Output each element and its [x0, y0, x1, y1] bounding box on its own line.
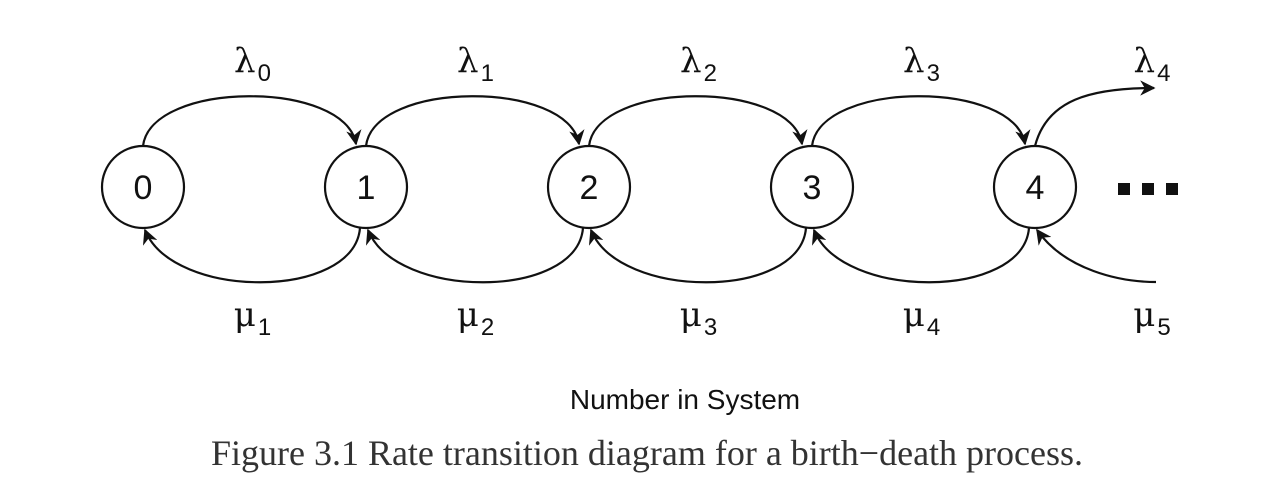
- state-node: 0: [100, 144, 186, 230]
- birth-arc: [587, 95, 808, 147]
- rate-label: λ1: [457, 41, 494, 87]
- rate-symbol: μ: [457, 295, 479, 335]
- rate-symbol: λ: [234, 41, 256, 81]
- rate-symbol: λ: [457, 41, 479, 81]
- birth-arc: [1033, 80, 1156, 147]
- state-circle: [546, 144, 632, 230]
- rate-subscript: 2: [481, 314, 494, 341]
- rate-label: λ3: [903, 41, 940, 87]
- death-arc: [366, 227, 585, 284]
- rate-symbol: μ: [1133, 295, 1155, 335]
- rate-label: μ3: [680, 295, 717, 341]
- rate-label: λ4: [1134, 41, 1171, 87]
- rate-symbol: λ: [903, 41, 925, 81]
- death-arc: [143, 227, 362, 284]
- state-circle: [992, 144, 1078, 230]
- state-node: 1: [323, 144, 409, 230]
- death-arc: [1036, 228, 1157, 284]
- birth-arc: [364, 95, 585, 147]
- state-label: 2: [580, 169, 599, 207]
- rate-label: μ4: [903, 295, 940, 341]
- death-arc: [812, 227, 1031, 284]
- rate-subscript: 1: [481, 60, 494, 87]
- ellipsis-dot: [1166, 183, 1178, 195]
- rate-subscript: 4: [1157, 60, 1170, 87]
- ellipsis-dot: [1118, 183, 1130, 195]
- state-label: 1: [357, 169, 376, 207]
- state-node: 3: [769, 144, 855, 230]
- rate-symbol: μ: [680, 295, 702, 335]
- rate-subscript: 2: [704, 60, 717, 87]
- axis-caption: Number in System: [570, 384, 800, 415]
- rate-label: λ0: [234, 41, 271, 87]
- rate-label: μ1: [234, 295, 271, 341]
- state-circle: [769, 144, 855, 230]
- ellipsis-dot: [1142, 183, 1154, 195]
- rate-symbol: λ: [680, 41, 702, 81]
- rate-subscript: 0: [258, 60, 271, 87]
- rate-label: μ5: [1133, 295, 1170, 341]
- state-circle: [100, 144, 186, 230]
- state-node: 2: [546, 144, 632, 230]
- rate-subscript: 3: [704, 314, 717, 341]
- rate-symbol: μ: [903, 295, 925, 335]
- state-node: 4: [992, 144, 1078, 230]
- state-circle: [323, 144, 409, 230]
- birth-arc: [810, 95, 1031, 147]
- state-nodes: 0 1 2 3 4: [100, 144, 1078, 230]
- figure-caption: Figure 3.1 Rate transition diagram for a…: [211, 433, 1083, 473]
- state-label: 4: [1026, 169, 1045, 207]
- rate-label: μ2: [457, 295, 494, 341]
- rate-subscript: 1: [258, 314, 271, 341]
- rate-symbol: μ: [234, 295, 256, 335]
- rate-subscript: 4: [927, 314, 940, 341]
- transition-arcs: [141, 80, 1157, 284]
- state-label: 0: [134, 169, 153, 207]
- rate-symbol: λ: [1134, 41, 1156, 81]
- death-arc: [589, 227, 808, 284]
- ellipsis: [1118, 183, 1178, 195]
- rate-label: λ2: [680, 41, 717, 87]
- rate-subscript: 5: [1157, 314, 1170, 341]
- state-label: 3: [803, 169, 822, 207]
- birth-arc: [141, 95, 362, 147]
- rate-subscript: 3: [927, 60, 940, 87]
